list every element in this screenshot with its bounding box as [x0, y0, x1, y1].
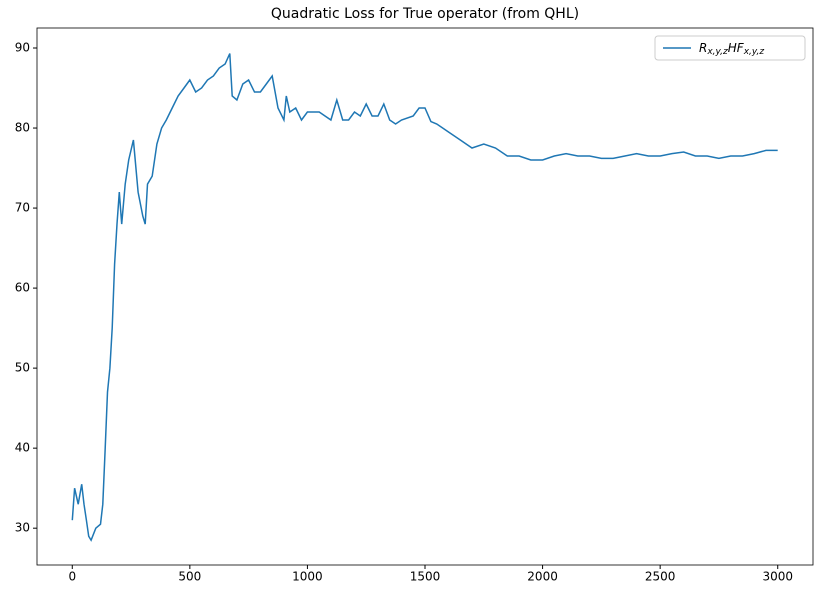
y-tick-label: 50 [15, 361, 30, 375]
x-tick-label: 2500 [645, 570, 676, 584]
x-tick-label: 1500 [410, 570, 441, 584]
y-tick-label: 60 [15, 281, 30, 295]
x-tick-label: 3000 [762, 570, 793, 584]
x-tick-label: 500 [178, 570, 201, 584]
x-tick-label: 1000 [292, 570, 323, 584]
y-tick-label: 30 [15, 521, 30, 535]
y-tick-label: 70 [15, 201, 30, 215]
legend-box [654, 35, 806, 61]
line-series [71, 53, 778, 542]
y-tick-label: 90 [15, 41, 30, 55]
y-tick-label: 80 [15, 121, 30, 135]
y-tick-label: 40 [15, 441, 30, 455]
legend-label: Rx,y,zHFx,y,z [699, 41, 764, 57]
chart-title: Quadratic Loss for True operator (from Q… [271, 6, 579, 22]
x-tick-label: 0 [68, 570, 76, 584]
x-tick-label: 2000 [527, 570, 558, 584]
